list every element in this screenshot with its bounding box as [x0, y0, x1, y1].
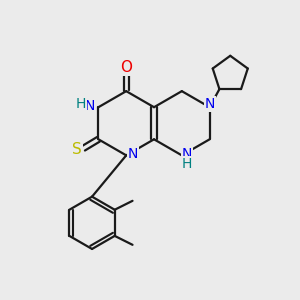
Text: N: N — [182, 147, 192, 161]
Text: S: S — [72, 142, 82, 157]
Text: N: N — [128, 147, 138, 161]
Text: N: N — [204, 97, 215, 111]
Text: H: H — [75, 97, 86, 111]
Text: O: O — [120, 60, 132, 75]
Text: N: N — [85, 99, 95, 113]
Text: H: H — [182, 157, 192, 171]
